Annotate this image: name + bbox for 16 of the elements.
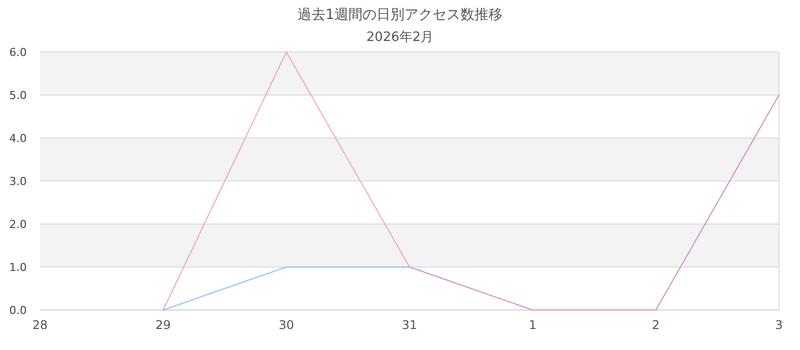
x-tick-label: 3 <box>775 318 783 332</box>
y-tick-label: 4.0 <box>9 132 27 145</box>
y-tick-label: 0.0 <box>9 304 27 317</box>
y-tick-label: 2.0 <box>9 218 27 231</box>
x-tick-label: 31 <box>402 318 418 332</box>
x-tick-label: 2 <box>652 318 660 332</box>
chart-title: 過去1週間の日別アクセス数推移 <box>298 7 502 23</box>
x-tick-label: 28 <box>32 318 48 332</box>
y-tick-label: 1.0 <box>9 261 27 274</box>
y-tick-label: 3.0 <box>9 175 27 188</box>
x-tick-label: 30 <box>278 318 294 332</box>
y-tick-label: 6.0 <box>9 46 27 59</box>
x-tick-label: 1 <box>528 318 536 332</box>
chart-subtitle: 2026年2月 <box>366 30 434 45</box>
y-tick-label: 5.0 <box>9 89 27 102</box>
x-tick-label: 29 <box>156 318 171 332</box>
